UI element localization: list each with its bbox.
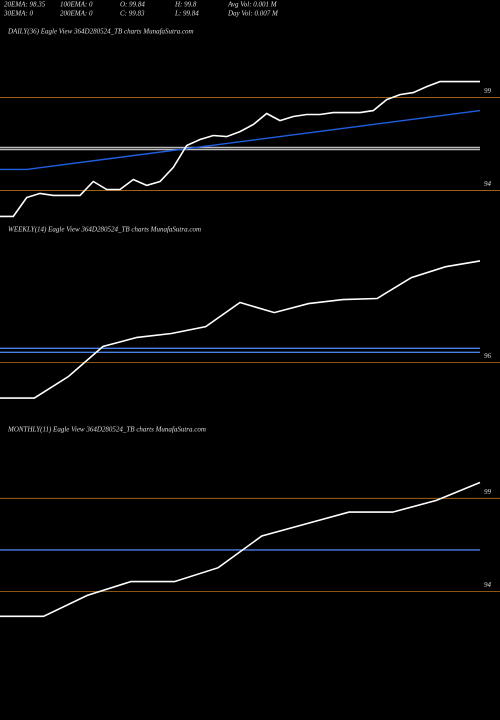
header-stat: 20EMA: 98.35 — [4, 1, 46, 9]
price-line — [0, 109, 481, 171]
y-tick-label: 99 — [484, 488, 492, 496]
panel-title: MONTHLY(11) Eagle View 364D280524_TB cha… — [7, 426, 206, 434]
y-tick-label: 94 — [484, 581, 492, 589]
header-stat: 30EMA: 0 — [3, 10, 33, 18]
header-stat: 200EMA: 0 — [60, 10, 93, 18]
y-tick-label: 94 — [484, 180, 492, 188]
price-line — [0, 80, 480, 218]
header-stat: C: 99.83 — [120, 10, 145, 18]
price-line — [0, 481, 481, 618]
header-stat: L: 99.84 — [174, 10, 199, 18]
price-line — [0, 260, 481, 399]
panel-title: DAILY(36) Eagle View 364D280524_TB chart… — [7, 28, 194, 36]
y-tick-label: 99 — [484, 87, 492, 95]
y-tick-label: 96 — [484, 352, 492, 360]
header-stat: Day Vol: 0.007 M — [227, 10, 279, 18]
header-stat: Avg Vol: 0.001 M — [227, 1, 278, 9]
header-stat: O: 99.84 — [120, 1, 145, 9]
header-stat: H: 99.8 — [174, 1, 197, 9]
panel-title: WEEKLY(14) Eagle View 364D280524_TB char… — [8, 226, 201, 234]
header-stat: 100EMA: 0 — [60, 1, 93, 9]
